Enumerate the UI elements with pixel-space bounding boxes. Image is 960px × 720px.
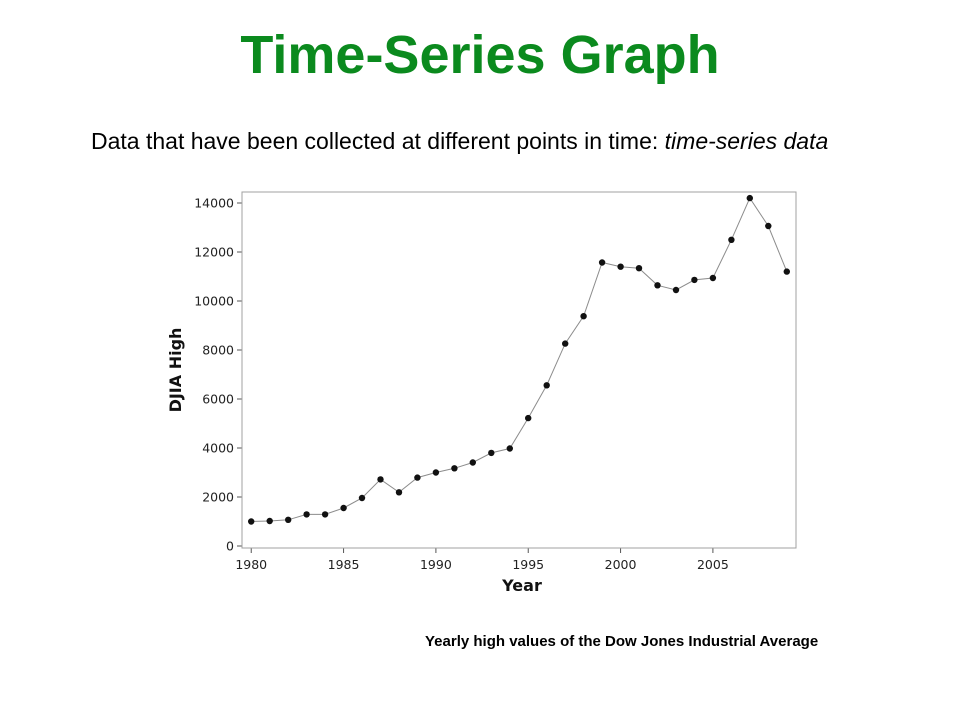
- y-axis: 0 2000 4000 6000 8000 10000 12000 14000: [194, 196, 242, 554]
- y-tick-label: 0: [226, 539, 234, 554]
- y-tick-label: 10000: [194, 294, 234, 309]
- data-point: [321, 511, 329, 518]
- x-tick-label: 1995: [512, 557, 544, 572]
- series-line: [251, 197, 788, 522]
- x-tick-label: 1980: [235, 557, 267, 572]
- data-point: [414, 474, 421, 481]
- chart-caption: Yearly high values of the Dow Jones Indu…: [425, 633, 819, 650]
- data-point: [746, 194, 753, 202]
- x-tick-label: 1985: [328, 557, 360, 572]
- plot-frame: [241, 191, 797, 549]
- x-tick-label: 2005: [697, 557, 729, 572]
- data-point: [562, 340, 569, 347]
- intro-term: time-series data: [664, 128, 829, 154]
- y-tick-label: 8000: [202, 343, 234, 358]
- data-point: [340, 504, 347, 512]
- data-point: [432, 469, 440, 476]
- y-tick-label: 4000: [202, 441, 234, 456]
- data-point: [451, 465, 458, 472]
- y-axis-title: DJIA High: [166, 328, 185, 413]
- data-point: [488, 449, 495, 457]
- intro-text: Data that have been collected at differe…: [91, 126, 911, 156]
- data-point: [580, 313, 587, 320]
- data-point: [395, 489, 403, 496]
- data-point: [525, 414, 532, 422]
- data-point: [709, 274, 717, 282]
- x-tick-label: 2000: [605, 557, 637, 572]
- data-point: [248, 518, 255, 525]
- data-point: [654, 282, 661, 289]
- data-point: [635, 265, 643, 272]
- data-point: [285, 516, 292, 523]
- data-point: [266, 517, 273, 525]
- x-axis: 1980 1985 1990 1995 2000 2005: [235, 548, 729, 572]
- data-point: [506, 445, 513, 452]
- data-point: [617, 263, 624, 270]
- data-point: [783, 268, 790, 275]
- data-point: [303, 511, 310, 518]
- data-point: [672, 286, 680, 294]
- intro-lead: Data that have been collected at differe…: [91, 128, 665, 154]
- data-point: [377, 476, 384, 483]
- y-tick-label: 2000: [202, 490, 234, 505]
- data-point: [358, 494, 366, 502]
- data-point: [691, 276, 698, 284]
- y-tick-label: 12000: [194, 245, 234, 260]
- data-point: [728, 236, 735, 243]
- x-tick-label: 1990: [420, 557, 452, 572]
- data-point: [765, 222, 772, 230]
- data-points: [248, 194, 790, 525]
- data-point: [469, 459, 476, 466]
- y-tick-label: 14000: [194, 196, 234, 211]
- slide-title: Time-Series Graph: [240, 25, 720, 85]
- data-point: [598, 259, 606, 266]
- y-tick-label: 6000: [202, 392, 234, 407]
- x-axis-title: Year: [501, 576, 542, 595]
- data-point: [543, 382, 550, 389]
